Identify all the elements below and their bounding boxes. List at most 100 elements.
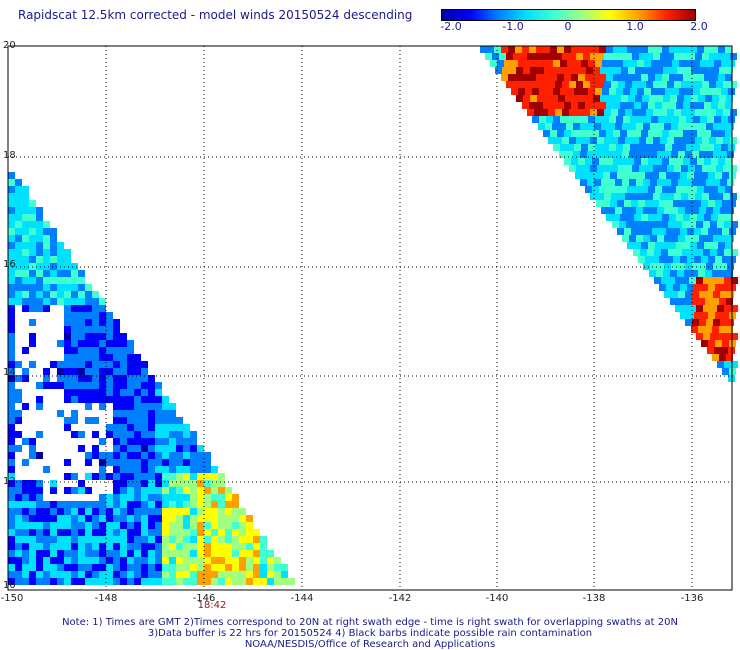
wind-cell: [71, 473, 78, 480]
wind-cell: [581, 116, 588, 123]
wind-cell: [707, 347, 714, 354]
wind-cell: [141, 550, 148, 557]
wind-cell: [141, 361, 148, 368]
wind-cell: [648, 214, 655, 221]
wind-cell: [71, 298, 78, 305]
wind-cell: [162, 571, 169, 578]
wind-cell: [550, 130, 557, 137]
wind-cell: [22, 515, 29, 522]
wind-cell: [50, 228, 57, 235]
wind-cell: [29, 487, 36, 494]
wind-cell: [148, 501, 155, 508]
wind-cell: [183, 508, 190, 515]
wind-cell: [36, 543, 43, 550]
wind-cell: [36, 207, 43, 214]
wind-cell: [523, 95, 530, 102]
wind-cell: [576, 53, 583, 60]
wind-cell: [669, 74, 676, 81]
lon-label-146: -146: [192, 593, 216, 604]
wind-cell: [85, 305, 92, 312]
wind-cell: [197, 466, 204, 473]
wind-cell: [169, 501, 176, 508]
wind-cell: [731, 277, 738, 284]
wind-cell: [71, 305, 78, 312]
wind-cell: [620, 102, 627, 109]
wind-cell: [667, 53, 674, 60]
wind-cell: [106, 578, 113, 585]
wind-cell: [204, 550, 211, 557]
wind-cell: [92, 550, 99, 557]
wind-cell: [623, 88, 630, 95]
wind-cell: [183, 473, 190, 480]
wind-cell: [92, 522, 99, 529]
wind-cell: [711, 46, 718, 53]
wind-cell: [176, 578, 183, 585]
wind-cell: [85, 382, 92, 389]
wind-cell: [634, 130, 641, 137]
wind-cell: [57, 508, 64, 515]
wind-cell: [211, 522, 218, 529]
wind-cell: [712, 270, 719, 277]
wind-cell: [611, 81, 618, 88]
wind-cell: [43, 522, 50, 529]
wind-cell: [239, 550, 246, 557]
wind-cell: [78, 284, 85, 291]
wind-cell: [57, 361, 64, 368]
wind-cell: [713, 319, 720, 326]
wind-cell: [662, 102, 669, 109]
wind-cell: [627, 186, 634, 193]
wind-cell: [120, 571, 127, 578]
wind-cell: [260, 571, 267, 578]
wind-cell: [29, 557, 36, 564]
wind-cell: [587, 123, 594, 130]
wind-cell: [253, 578, 260, 585]
wind-cell: [671, 263, 678, 270]
wind-cell: [218, 508, 225, 515]
wind-cell: [176, 466, 183, 473]
wind-cell: [71, 557, 78, 564]
wind-cell: [713, 151, 720, 158]
wind-cell: [176, 424, 183, 431]
wind-cell: [106, 333, 113, 340]
wind-cell: [99, 536, 106, 543]
wind-cell: [720, 291, 727, 298]
wind-cell: [700, 60, 707, 67]
wind-cell: [710, 249, 717, 256]
wind-cell: [586, 67, 593, 74]
wind-cell: [162, 445, 169, 452]
wind-cell: [267, 571, 274, 578]
wind-cell: [127, 354, 134, 361]
wind-cell: [711, 102, 718, 109]
wind-cell: [552, 123, 559, 130]
wind-cell: [176, 529, 183, 536]
wind-cell: [162, 557, 169, 564]
wind-cell: [697, 102, 704, 109]
wind-cell: [658, 144, 665, 151]
wind-cell: [71, 270, 78, 277]
wind-cell: [134, 466, 141, 473]
wind-cell: [239, 557, 246, 564]
wind-cell: [530, 95, 537, 102]
wind-cell: [714, 116, 721, 123]
wind-cell: [50, 564, 57, 571]
wind-cell: [99, 571, 106, 578]
wind-cell: [99, 557, 106, 564]
wind-cell: [155, 382, 162, 389]
wind-cell: [527, 81, 534, 88]
wind-cell: [602, 144, 609, 151]
wind-cell: [509, 67, 516, 74]
wind-cell: [686, 116, 693, 123]
wind-cell: [169, 494, 176, 501]
wind-cell: [78, 396, 85, 403]
wind-cell: [571, 74, 578, 81]
wind-cell: [134, 480, 141, 487]
wind-cell: [204, 459, 211, 466]
wind-cell: [710, 333, 717, 340]
wind-cell: [689, 249, 696, 256]
wind-cell: [64, 515, 71, 522]
wind-cell: [134, 459, 141, 466]
wind-cell: [706, 235, 713, 242]
wind-cell: [582, 172, 589, 179]
wind-cell: [162, 508, 169, 515]
wind-cell: [15, 235, 22, 242]
